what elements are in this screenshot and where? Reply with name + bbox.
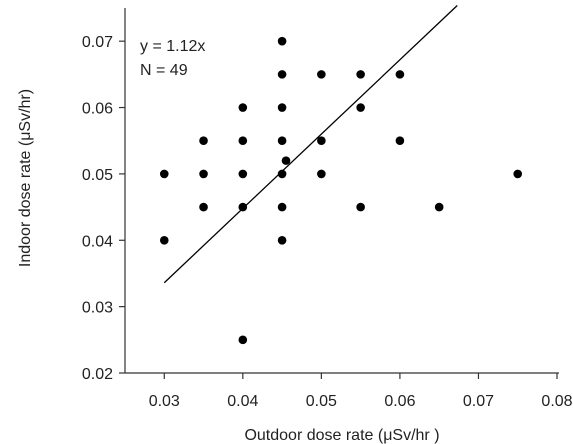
data-point bbox=[317, 169, 326, 179]
sample-size-annotation: N = 49 bbox=[140, 62, 188, 79]
data-point bbox=[281, 156, 291, 165]
y-tick-label: 0.06 bbox=[82, 101, 113, 118]
data-point bbox=[199, 136, 208, 146]
data-point bbox=[277, 103, 287, 112]
data-point bbox=[277, 202, 287, 212]
data-point bbox=[238, 103, 248, 112]
data-point bbox=[317, 70, 326, 79]
data-point bbox=[277, 169, 287, 179]
x-tick-label: 0.04 bbox=[227, 393, 258, 410]
y-tick-label: 0.03 bbox=[82, 300, 113, 317]
data-point bbox=[199, 202, 208, 212]
x-tick-label: 0.07 bbox=[463, 393, 494, 410]
data-point bbox=[277, 36, 287, 46]
data-point bbox=[356, 70, 365, 79]
data-point bbox=[395, 70, 405, 79]
regression-line bbox=[163, 5, 458, 284]
data-point bbox=[434, 202, 444, 212]
data-point bbox=[199, 169, 208, 179]
y-axis-label: Indoor dose rate (μSv/hr) bbox=[17, 89, 34, 267]
data-points bbox=[159, 36, 523, 345]
x-tick-label: 0.05 bbox=[306, 393, 337, 410]
equation-annotation: y = 1.12x bbox=[140, 38, 205, 55]
x-tick-label: 0.06 bbox=[384, 393, 415, 410]
data-point bbox=[395, 136, 405, 146]
data-point bbox=[238, 335, 248, 345]
y-tick-label: 0.02 bbox=[82, 366, 113, 383]
y-tick-label: 0.05 bbox=[82, 167, 113, 184]
data-point bbox=[277, 235, 287, 245]
data-point bbox=[238, 202, 248, 212]
data-point bbox=[238, 136, 248, 146]
x-axis-ticks: 0.03 0.04 0.05 0.06 0.07 0.08 bbox=[149, 373, 573, 410]
data-point bbox=[317, 136, 326, 146]
y-axis-ticks: 0.02 0.03 0.04 0.05 0.06 0.07 bbox=[82, 34, 125, 383]
data-point bbox=[277, 136, 287, 146]
data-point bbox=[159, 235, 169, 245]
data-point bbox=[513, 169, 523, 179]
x-tick-label: 0.08 bbox=[541, 393, 572, 410]
y-tick-label: 0.07 bbox=[82, 34, 113, 51]
x-axis-label: Outdoor dose rate (μSv/hr ) bbox=[244, 427, 439, 444]
data-point bbox=[238, 169, 248, 179]
data-point bbox=[277, 70, 287, 79]
y-tick-label: 0.04 bbox=[82, 233, 113, 250]
data-point bbox=[356, 103, 365, 112]
data-point bbox=[356, 202, 365, 212]
x-tick-label: 0.03 bbox=[149, 393, 180, 410]
data-point bbox=[159, 169, 169, 179]
